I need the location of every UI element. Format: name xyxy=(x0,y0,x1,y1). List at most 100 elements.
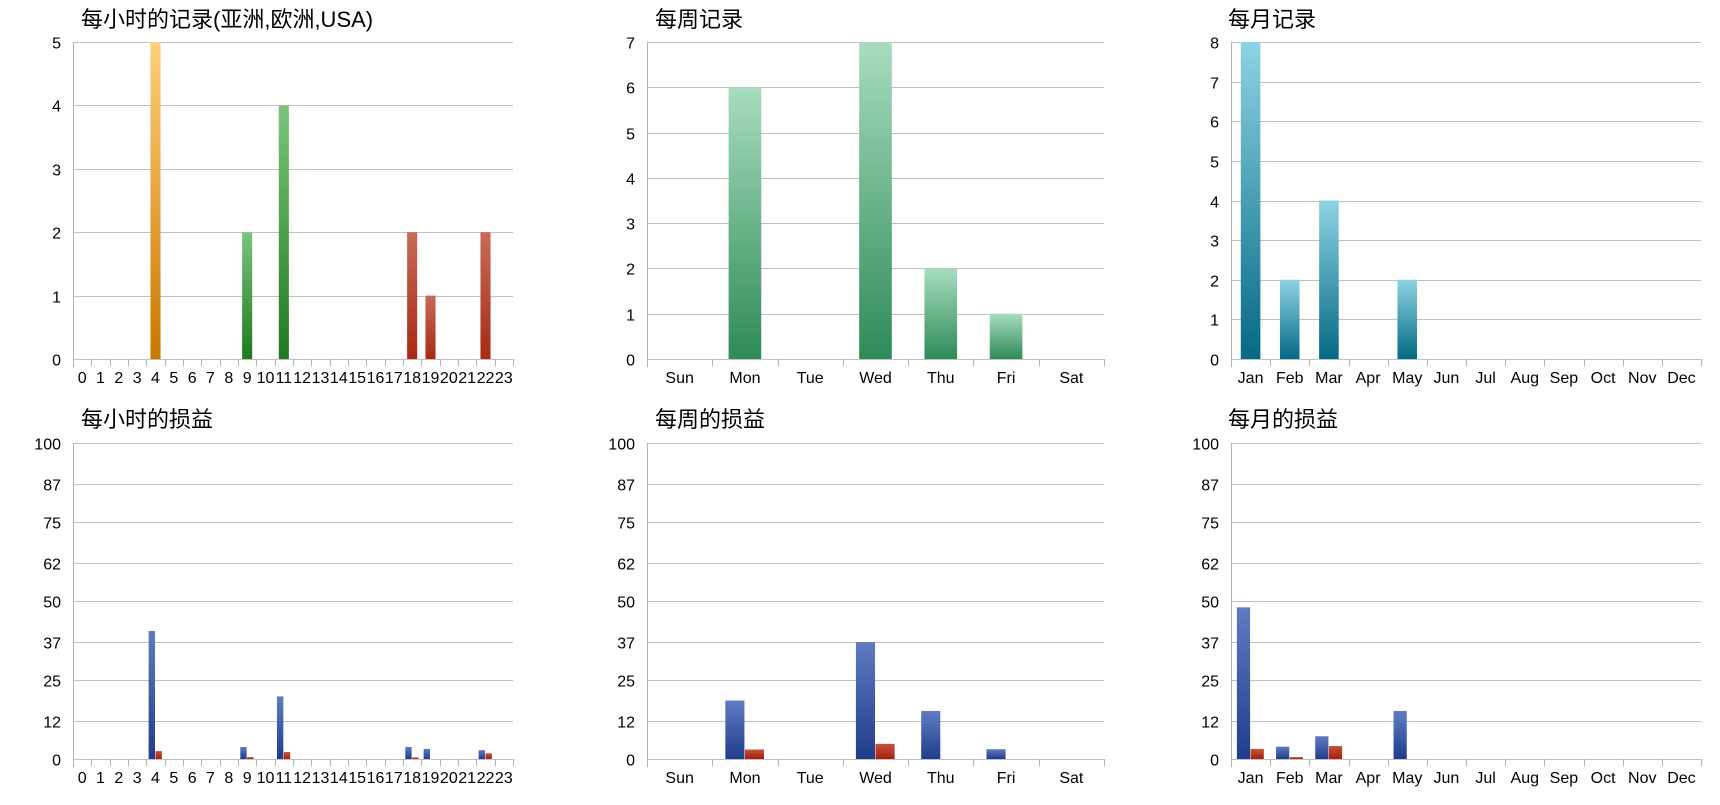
x-tick-label: 3 xyxy=(133,370,142,387)
y-tick-label: 12 xyxy=(617,715,635,732)
x-tick-label: Wed xyxy=(859,370,892,387)
x-tick-label: 4 xyxy=(151,370,160,387)
y-tick-label: 1 xyxy=(1210,313,1219,330)
bar xyxy=(242,232,253,359)
y-tick-label: 50 xyxy=(43,595,61,612)
y-tick-label: 62 xyxy=(617,557,635,574)
bar-series-1 xyxy=(744,749,765,759)
x-tick-label: 5 xyxy=(169,770,178,787)
y-tick-label: 1 xyxy=(626,308,635,325)
y-tick-label: 3 xyxy=(52,163,61,180)
bar-series-0 xyxy=(725,700,745,759)
x-tick-label: 13 xyxy=(312,770,330,787)
x-tick-label: 5 xyxy=(169,370,178,387)
y-tick-label: 2 xyxy=(52,226,61,243)
monthly-pnl-chart: 每月的损益 0 12 25 37 50 62 75 87 100 Jan Feb Mar Apr May Ju… xyxy=(1192,407,1702,787)
bar-series-0 xyxy=(1393,710,1407,759)
x-tick-label: Oct xyxy=(1591,770,1616,787)
x-tick-label: Jul xyxy=(1475,370,1495,387)
bar-series-0 xyxy=(240,746,247,759)
x-tick-label: 22 xyxy=(477,770,495,787)
x-tick-label: Thu xyxy=(927,370,955,387)
y-tick-label: 75 xyxy=(1201,516,1219,533)
x-tick-label: Mon xyxy=(729,370,760,387)
bar-series-0 xyxy=(921,710,941,759)
y-tick-label: 100 xyxy=(608,437,635,454)
x-tick-label: Dec xyxy=(1667,770,1695,787)
y-tick-label: 37 xyxy=(43,636,61,653)
x-tick-label: 16 xyxy=(367,370,385,387)
y-tick-label: 5 xyxy=(52,36,61,53)
y-tick-label: 100 xyxy=(1192,437,1219,454)
x-tick-label: Fri xyxy=(997,770,1016,787)
y-tick-label: 37 xyxy=(1201,636,1219,653)
y-tick-label: 2 xyxy=(1210,274,1219,291)
x-tick-label: Sun xyxy=(665,770,693,787)
bar xyxy=(480,232,491,359)
bar xyxy=(924,268,958,359)
weekly-records-chart: 每周记录 0 1 2 3 4 5 6 7 Sun Mon Tue Wed Thu Fri Sat xyxy=(626,7,1105,387)
y-tick-label: 8 xyxy=(1210,36,1219,53)
bar-series-0 xyxy=(855,642,875,759)
x-tick-label: Sep xyxy=(1550,370,1579,387)
bar-series-1 xyxy=(412,757,419,759)
x-tick-label: Tue xyxy=(797,770,824,787)
y-tick-label: 62 xyxy=(1201,557,1219,574)
y-tick-label: 50 xyxy=(1201,595,1219,612)
x-tick-label: 21 xyxy=(458,370,476,387)
x-tick-label: 7 xyxy=(206,770,215,787)
monthly-records-chart: 每月记录 0 1 2 3 4 5 6 7 8 Jan Feb Mar Apr May Jun Jul Aug Sep… xyxy=(1210,7,1702,387)
x-tick-label: Jan xyxy=(1238,370,1264,387)
x-tick-label: 0 xyxy=(78,770,87,787)
y-tick-label: 100 xyxy=(34,437,61,454)
bar-series-1 xyxy=(485,753,492,759)
x-tick-label: 12 xyxy=(293,370,311,387)
x-tick-label: 22 xyxy=(477,370,495,387)
y-tick-label: 12 xyxy=(43,715,61,732)
x-tick-label: Aug xyxy=(1511,770,1539,787)
x-tick-label: 20 xyxy=(440,770,458,787)
x-tick-label: 2 xyxy=(114,370,123,387)
y-tick-label: 6 xyxy=(626,81,635,98)
bar-series-0 xyxy=(986,749,1006,759)
chart-title: 每小时的记录(亚洲,欧洲,USA) xyxy=(81,7,373,32)
x-tick-label: 12 xyxy=(293,770,311,787)
bar-series-0 xyxy=(478,750,485,759)
y-tick-label: 87 xyxy=(43,478,61,495)
y-tick-label: 25 xyxy=(617,674,635,691)
x-tick-label: 17 xyxy=(385,370,403,387)
y-tick-label: 0 xyxy=(1210,753,1219,770)
x-tick-label: 19 xyxy=(422,770,440,787)
y-tick-label: 75 xyxy=(617,516,635,533)
y-tick-label: 4 xyxy=(626,172,635,189)
chart-title: 每周记录 xyxy=(655,7,743,32)
x-tick-label: 8 xyxy=(224,370,233,387)
x-tick-label: 23 xyxy=(495,370,513,387)
x-tick-label: 21 xyxy=(458,770,476,787)
x-tick-label: Nov xyxy=(1628,370,1656,387)
y-tick-label: 5 xyxy=(1210,155,1219,172)
y-tick-label: 75 xyxy=(43,516,61,533)
bar-series-0 xyxy=(148,631,155,759)
x-tick-label: Nov xyxy=(1628,770,1656,787)
x-tick-label: Jun xyxy=(1434,370,1460,387)
y-tick-label: 4 xyxy=(1210,195,1219,212)
x-tick-label: Dec xyxy=(1667,370,1695,387)
bar-series-0 xyxy=(276,696,284,759)
x-tick-label: 15 xyxy=(348,770,366,787)
bar xyxy=(728,87,762,360)
chart-title: 每月的损益 xyxy=(1228,407,1338,432)
y-tick-label: 4 xyxy=(52,99,61,116)
bar xyxy=(425,295,436,359)
y-tick-label: 37 xyxy=(617,636,635,653)
x-tick-label: Mar xyxy=(1315,370,1343,387)
y-tick-label: 0 xyxy=(52,753,61,770)
bar xyxy=(859,42,892,359)
x-tick-label: Jan xyxy=(1238,770,1264,787)
bar-series-0 xyxy=(405,746,412,759)
bar-series-1 xyxy=(1328,746,1343,759)
bar xyxy=(407,232,418,359)
